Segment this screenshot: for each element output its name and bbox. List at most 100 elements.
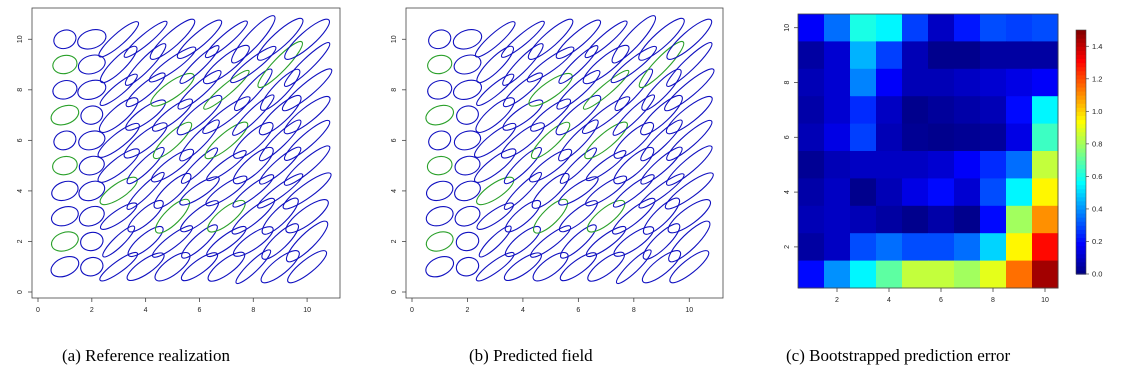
heatmap-cell [824,14,851,42]
ellipse [284,18,331,60]
y-tick-label: 6 [391,138,398,142]
ellipse [613,121,655,159]
y-tick-label: 10 [391,35,398,43]
x-tick-label: 10 [1041,297,1049,304]
ellipse [126,146,165,185]
colorbar-segment [1076,99,1086,104]
heatmap-cell [1006,260,1033,289]
y-tick-label: 0 [391,290,398,294]
colorbar-segment [1076,156,1086,161]
heatmap-cell [1006,41,1033,70]
heatmap-cell [954,96,981,125]
heatmap-cell [980,178,1007,207]
colorbar-segment [1076,188,1086,194]
ellipse [127,225,164,258]
heatmap-cell [798,68,825,97]
ellipse [287,250,328,284]
ellipse [259,146,302,185]
panel-c-heatmap: 2 4 6 8 10 2 4 6 8 10 0.0 0.2 0.4 0.6 0.8 1.0 1.2 1.4 [784,13,1102,304]
heatmap-cell [954,260,981,289]
ellipse [77,54,106,75]
ellipse [176,94,223,136]
ellipse [207,251,246,282]
x-tick-label: 2 [466,307,470,314]
ellipse [504,199,542,233]
y-tick-label: 2 [784,245,791,249]
y-tick-label: 2 [17,239,24,243]
ellipse-highlight [154,198,191,234]
colorbar-segment [1076,103,1086,108]
colorbar-segment [1076,245,1086,251]
heatmap-cell [902,205,929,234]
ellipse [260,68,301,111]
heatmap-cell [850,123,877,152]
ellipse [78,130,106,151]
ellipse [125,99,167,131]
ellipse [502,72,543,108]
colorbar-segment [1076,208,1086,214]
caption-a: (a) Reference realization [62,346,230,365]
ellipse [531,172,570,209]
colorbar-segment [1076,204,1086,210]
colorbar-segment [1076,143,1086,149]
colorbar-segment [1076,192,1086,198]
ellipse [151,225,194,258]
ellipse [454,180,481,202]
colorbar-segment [1076,42,1086,47]
heatmap-cell [850,233,877,262]
ellipse [176,19,223,60]
ellipse [612,197,656,235]
ellipse [234,68,273,112]
heatmap-cell [1006,178,1033,207]
heatmap-cell [928,178,955,207]
ellipse [502,43,544,86]
colorbar-segment [1076,200,1086,206]
heatmap-cell [980,123,1007,152]
heatmap-cell [798,260,825,289]
colorbar-segment [1076,237,1086,243]
heatmap-cell [954,178,981,207]
ellipse [558,119,599,162]
ellipse-highlight [638,40,685,89]
ellipse-highlight [476,176,515,206]
x-tick-label: 8 [632,307,636,314]
heatmap-cell [876,14,903,42]
heatmap-cell [824,205,851,234]
colorbar-segment [1076,253,1086,259]
heatmap-cell [850,260,877,289]
ellipse [456,105,479,125]
ellipse [664,68,715,112]
ellipse [558,45,599,84]
ellipse [149,18,196,60]
colorbar-segment [1076,176,1086,182]
heatmap-cell [824,233,851,262]
heatmap-cell [1032,123,1059,152]
ellipse [261,197,299,235]
ellipse-highlight [427,54,453,75]
ellipse [283,42,331,87]
colorbar-segment [1076,66,1086,72]
ellipse-highlight [425,104,455,126]
ellipse [99,251,139,282]
ellipse [232,94,275,136]
ellipse [230,45,277,84]
ellipse [53,29,77,50]
ellipse [585,150,627,182]
ellipse [232,174,275,208]
heatmap-cell [850,41,877,70]
ellipse [664,172,714,210]
ellipse [532,251,569,282]
ellipse [233,121,274,159]
ellipse-highlight [204,121,249,160]
ellipse [582,44,630,85]
colorbar-segment [1076,184,1086,190]
colorbar-segment [1076,62,1086,68]
heatmap-cell [798,123,825,152]
ellipse [478,225,512,258]
heatmap-cell [850,68,877,97]
ellipse [257,173,304,209]
ellipse [666,42,713,87]
ellipse-highlight [528,72,573,107]
heatmap-cell [1032,68,1059,97]
heatmap-cell [824,151,851,179]
